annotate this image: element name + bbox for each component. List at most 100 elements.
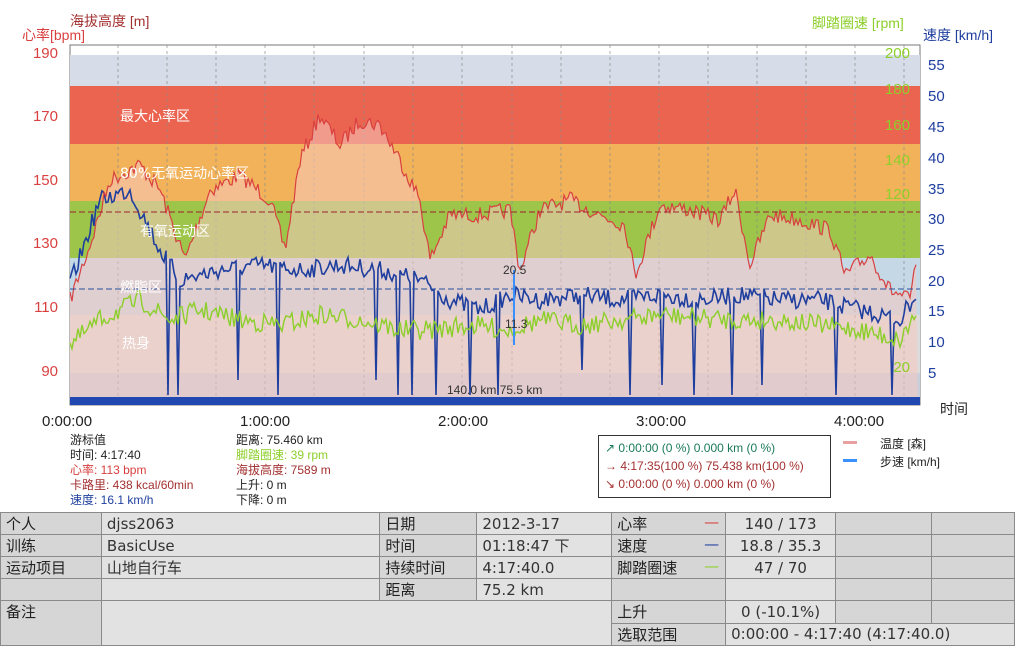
- speed-label: 速度 —: [611, 534, 727, 557]
- sport-label: 运动项目: [0, 556, 102, 579]
- hr-tick-label: 90: [41, 363, 58, 380]
- hr-value: 140 / 173: [725, 512, 837, 535]
- grade-down-row: ↘ 0:00:00 (0 %) 0.000 km (0 %): [605, 477, 776, 491]
- cursor-cadence-marker: 11.3: [505, 317, 528, 331]
- empty-cell: [835, 600, 932, 624]
- distance-value: 75.2 km: [476, 578, 613, 601]
- speed-tick-label: 5: [928, 365, 937, 382]
- person-label: 个人: [0, 512, 102, 535]
- notes-field[interactable]: [100, 600, 613, 646]
- hr-tick-label: 130: [32, 235, 58, 252]
- cursor-cadence: 脚踏圈速: 39 rpm: [236, 448, 329, 462]
- zone-max-band: [70, 86, 920, 144]
- distance-label: 距离: [379, 578, 478, 601]
- grade-summary-box: ↗ 0:00:00 (0 %) 0.000 km (0 %) → 4:17:35…: [598, 435, 831, 498]
- zone-fat-label: 燃脂区: [120, 280, 162, 296]
- cadence-tick-label: 180: [884, 81, 910, 98]
- cadence-series: [69, 290, 917, 352]
- speed-tick-label: 10: [928, 334, 945, 351]
- empty-cell: [835, 578, 932, 601]
- speed-tick-label: 20: [928, 273, 945, 290]
- training-label: 训练: [0, 534, 102, 557]
- cursor-speed-marker: 20.5: [503, 263, 527, 277]
- grade-flat-row: → 4:17:35(100 %) 75.438 km(100 %): [605, 459, 804, 473]
- cursor-calories: 卡路里: 438 kcal/60min: [70, 478, 194, 492]
- workout-chart[interactable]: [0, 0, 1015, 430]
- empty-cell: [611, 578, 727, 601]
- cadence-tick-label: 20: [893, 359, 910, 376]
- heart-rate-series: [69, 114, 917, 302]
- speed-tick-label: 30: [928, 211, 945, 228]
- cadence-tick-label: 160: [884, 117, 910, 134]
- pace-legend[interactable]: 步速 [km/h]: [880, 455, 941, 469]
- zone-aerobic-label: 有氧运动区: [140, 224, 210, 240]
- ascent-value: 0 (-10.1%): [725, 600, 837, 624]
- hr-tick-label: 110: [34, 299, 58, 316]
- temperature-legend[interactable]: 温度 [森]: [880, 437, 927, 451]
- cursor-altitude: 海拔高度: 7589 m: [236, 463, 331, 477]
- ascent-label: 上升: [611, 600, 727, 624]
- cursor-title: 游标值: [70, 433, 107, 447]
- cadence-tick-label: 200: [884, 45, 910, 62]
- speed-tick-label: 25: [928, 242, 945, 259]
- speed-series: [69, 186, 917, 396]
- cadence-tick-label: 120: [884, 186, 910, 203]
- cursor-ascent: 上升: 0 m: [236, 478, 287, 492]
- empty-cell: [0, 578, 102, 601]
- cursor-hr: 心率: 113 bpm: [70, 463, 147, 477]
- empty-cell: [931, 556, 1015, 579]
- date-value: 2012-3-17: [476, 512, 613, 535]
- empty-cell: [100, 578, 381, 601]
- time-tick-label: 1:00:00: [240, 413, 291, 430]
- empty-cell: [725, 578, 837, 601]
- range-value: 0:00:00 - 4:17:40 (4:17:40.0): [725, 622, 1015, 646]
- speed-tick-label: 35: [928, 181, 945, 198]
- person-value: djss2063: [100, 512, 381, 535]
- cursor-time: 时间: 4:17:40: [70, 448, 141, 462]
- hr-label: 心率 —: [611, 512, 727, 535]
- empty-cell: [931, 600, 1015, 624]
- grade-up-row: ↗ 0:00:00 (0 %) 0.000 km (0 %): [605, 441, 776, 455]
- distance-bar: [70, 397, 920, 405]
- speed-tick-label: 15: [928, 303, 945, 320]
- empty-cell: [835, 534, 932, 557]
- time-tick-label: 0:00:00: [42, 413, 93, 430]
- range-label: 选取范围: [611, 622, 727, 646]
- cursor-speed: 速度: 16.1 km/h: [70, 493, 154, 507]
- training-value: BasicUse: [100, 534, 381, 557]
- cadence-label: 脚踏圈速 —: [611, 556, 727, 579]
- hr-tick-label: 170: [32, 108, 58, 125]
- zone-top-band: [70, 55, 920, 86]
- summary-table: 个人 djss2063 日期 2012-3-17 心率 — 140 / 173 训…: [0, 512, 1015, 646]
- speed-axis-title: 速度 [km/h]: [923, 27, 994, 43]
- duration-label: 持续时间: [379, 556, 478, 579]
- time-value: 01:18:47 下: [476, 534, 613, 557]
- empty-cell: [835, 556, 932, 579]
- cadence-value: 47 / 70: [725, 556, 837, 579]
- time-tick-label: 2:00:00: [438, 413, 489, 430]
- cursor-distance: 距离: 75.460 km: [236, 433, 323, 447]
- cadence-tick-label: 140: [884, 152, 910, 169]
- cursor-descent: 下降: 0 m: [236, 493, 287, 507]
- distance-marker: 140.0 km 75.5 km: [447, 383, 543, 397]
- time-axis-title: 时间: [940, 401, 968, 417]
- speed-tick-label: 40: [928, 150, 945, 167]
- zone-warm-label: 热身: [122, 336, 150, 352]
- pace-legend-swatch: [843, 459, 857, 462]
- duration-value: 4:17:40.0: [476, 556, 613, 579]
- notes-label: 备注: [0, 600, 102, 646]
- temperature-legend-swatch: [843, 441, 857, 444]
- hr-tick-label: 190: [32, 45, 58, 62]
- speed-value: 18.8 / 35.3: [725, 534, 837, 557]
- altitude-axis-title: 海拔高度 [m]: [70, 13, 150, 29]
- empty-cell: [931, 578, 1015, 601]
- time-tick-label: 4:00:00: [834, 413, 885, 430]
- empty-cell: [931, 534, 1015, 557]
- heart-rate-axis-title: 心率[bpm]: [22, 27, 86, 43]
- cadence-axis-title: 脚踏圈速 [rpm]: [812, 15, 904, 31]
- empty-cell: [931, 512, 1015, 535]
- time-label: 时间: [379, 534, 478, 557]
- sport-value: 山地自行车: [100, 556, 381, 579]
- hr-tick-label: 150: [32, 172, 58, 189]
- speed-tick-label: 50: [928, 88, 945, 105]
